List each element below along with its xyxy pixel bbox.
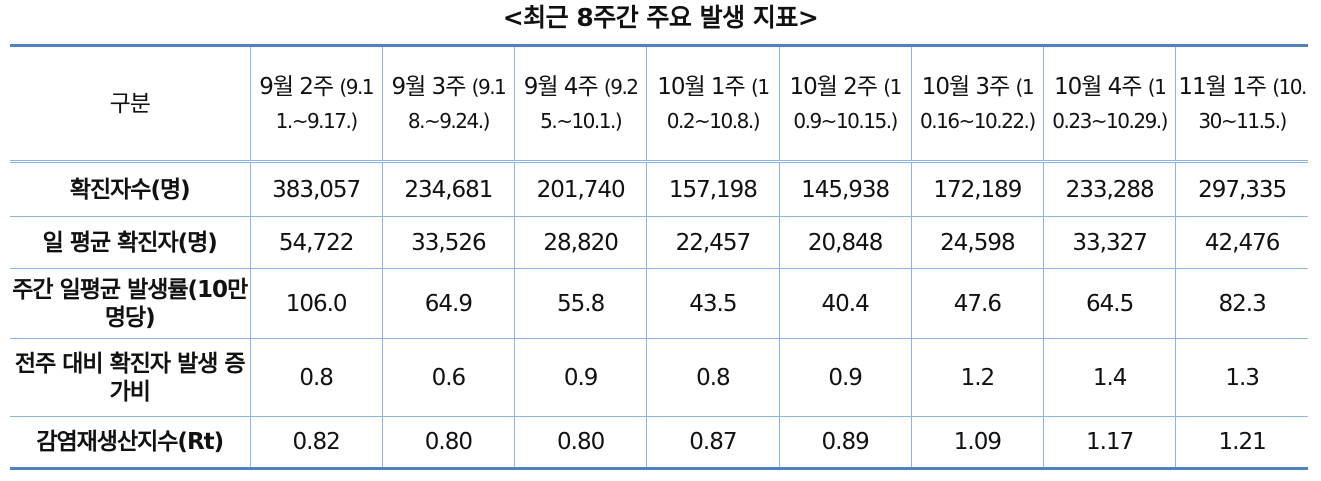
table-cell: 0.89 bbox=[778, 416, 912, 469]
table-cell: 22,457 bbox=[646, 216, 780, 269]
table-cell: 1.2 bbox=[910, 338, 1045, 417]
table-row: 일 평균 확진자(명) 54,722 33,526 28,820 22,457 20,84… bbox=[10, 216, 1308, 269]
table-cell: 64.9 bbox=[381, 268, 516, 339]
table-header: 구분 9월 2주 (9.11.~9.17.) 9월 3주 (9.18.~9.24.… bbox=[10, 45, 1308, 163]
row-label: 일 평균 확진자(명) bbox=[10, 216, 251, 269]
table-row: 전주 대비 확진자 발생 증가비 0.8 0.6 0.9 0.8 0.9 1.2 1.4 1.3 bbox=[10, 338, 1308, 417]
row-label: 주간 일평균 발생률(10만 명당) bbox=[10, 268, 251, 339]
column-header: 10월 1주 (10.2~10.8.) bbox=[646, 45, 780, 163]
table-cell: 0.87 bbox=[646, 416, 780, 469]
table-row: 감염재생산지수(Rt) 0.82 0.80 0.80 0.87 0.89 1.09 1.17 1… bbox=[10, 416, 1308, 469]
row-label: 전주 대비 확진자 발생 증가비 bbox=[10, 338, 251, 417]
column-header: 9월 2주 (9.11.~9.17.) bbox=[249, 45, 383, 163]
indicator-table: 구분 9월 2주 (9.11.~9.17.) 9월 3주 (9.18.~9.24.… bbox=[10, 44, 1308, 470]
week-label: 9월 4주 bbox=[523, 73, 599, 100]
table-title: <최근 8주간 주요 발생 지표> bbox=[502, 3, 819, 32]
table-cell: 55.8 bbox=[513, 268, 648, 339]
period-label: (10.30~11.5.) bbox=[1198, 74, 1307, 133]
table-cell: 1.17 bbox=[1042, 416, 1177, 469]
period-label: (10.9~10.15.) bbox=[793, 74, 902, 133]
table-cell: 1.4 bbox=[1042, 338, 1177, 417]
table-cell: 64.5 bbox=[1042, 268, 1177, 339]
row-label: 확진자수(명) bbox=[10, 161, 251, 217]
week-label: 10월 1주 bbox=[657, 73, 746, 100]
table-cell: 172,189 bbox=[910, 161, 1045, 217]
table-cell: 145,938 bbox=[778, 161, 912, 217]
period-label: (9.18.~9.24.) bbox=[407, 74, 507, 133]
table-cell: 0.8 bbox=[249, 338, 383, 417]
table-cell: 106.0 bbox=[249, 268, 383, 339]
table-cell: 0.9 bbox=[778, 338, 912, 417]
table-cell: 234,681 bbox=[381, 161, 516, 217]
table-cell: 1.09 bbox=[910, 416, 1045, 469]
header-row: 구분 9월 2주 (9.11.~9.17.) 9월 3주 (9.18.~9.24.… bbox=[10, 45, 1308, 163]
table-cell: 24,598 bbox=[910, 216, 1045, 269]
table-cell: 0.82 bbox=[249, 416, 383, 469]
period-label: (10.16~10.22.) bbox=[920, 74, 1036, 133]
table-cell: 0.80 bbox=[513, 416, 648, 469]
table-cell: 33,526 bbox=[381, 216, 516, 269]
period-label: (10.23~10.29.) bbox=[1052, 74, 1168, 133]
week-label: 10월 2주 bbox=[789, 73, 878, 100]
table-cell: 28,820 bbox=[513, 216, 648, 269]
column-header: 9월 3주 (9.18.~9.24.) bbox=[381, 45, 516, 163]
table-cell: 201,740 bbox=[513, 161, 648, 217]
week-label: 11월 1주 bbox=[1178, 73, 1267, 100]
column-header: 10월 3주 (10.16~10.22.) bbox=[910, 45, 1045, 163]
table-cell: 0.6 bbox=[381, 338, 516, 417]
column-header: 9월 4주 (9.25.~10.1.) bbox=[513, 45, 648, 163]
table-cell: 233,288 bbox=[1042, 161, 1177, 217]
corner-cell: 구분 bbox=[10, 45, 251, 163]
table-cell: 42,476 bbox=[1175, 216, 1308, 269]
table-cell: 54,722 bbox=[249, 216, 383, 269]
column-header: 10월 2주 (10.9~10.15.) bbox=[778, 45, 912, 163]
row-label: 감염재생산지수(Rt) bbox=[10, 416, 251, 469]
week-label: 9월 2주 bbox=[259, 73, 334, 100]
table-row: 확진자수(명) 383,057 234,681 201,740 157,198 145,9… bbox=[10, 161, 1308, 217]
table-cell: 47.6 bbox=[910, 268, 1045, 339]
column-header: 11월 1주 (10.30~11.5.) bbox=[1175, 45, 1308, 163]
period-label: (10.2~10.8.) bbox=[666, 74, 770, 133]
table-cell: 383,057 bbox=[249, 161, 383, 217]
table-cell: 1.3 bbox=[1175, 338, 1308, 417]
week-label: 10월 3주 bbox=[921, 73, 1011, 100]
period-label: (9.25.~10.1.) bbox=[540, 74, 639, 133]
table-cell: 40.4 bbox=[778, 268, 912, 339]
column-header: 10월 4주 (10.23~10.29.) bbox=[1042, 45, 1177, 163]
table-body: 확진자수(명) 383,057 234,681 201,740 157,198 145,9… bbox=[10, 161, 1308, 469]
week-label: 10월 4주 bbox=[1053, 73, 1143, 100]
table-cell: 1.21 bbox=[1175, 416, 1308, 469]
table-cell: 82.3 bbox=[1175, 268, 1308, 339]
table-cell: 0.9 bbox=[513, 338, 648, 417]
week-label: 9월 3주 bbox=[391, 73, 466, 100]
table-cell: 0.80 bbox=[381, 416, 516, 469]
table-cell: 0.8 bbox=[646, 338, 780, 417]
table-cell: 297,335 bbox=[1175, 161, 1308, 217]
table-cell: 33,327 bbox=[1042, 216, 1177, 269]
period-label: (9.11.~9.17.) bbox=[275, 74, 375, 133]
table-cell: 43.5 bbox=[646, 268, 780, 339]
table-cell: 157,198 bbox=[646, 161, 780, 217]
table-row: 주간 일평균 발생률(10만 명당) 106.0 64.9 55.8 43.5 40.4 4… bbox=[10, 268, 1308, 339]
table-cell: 20,848 bbox=[778, 216, 912, 269]
